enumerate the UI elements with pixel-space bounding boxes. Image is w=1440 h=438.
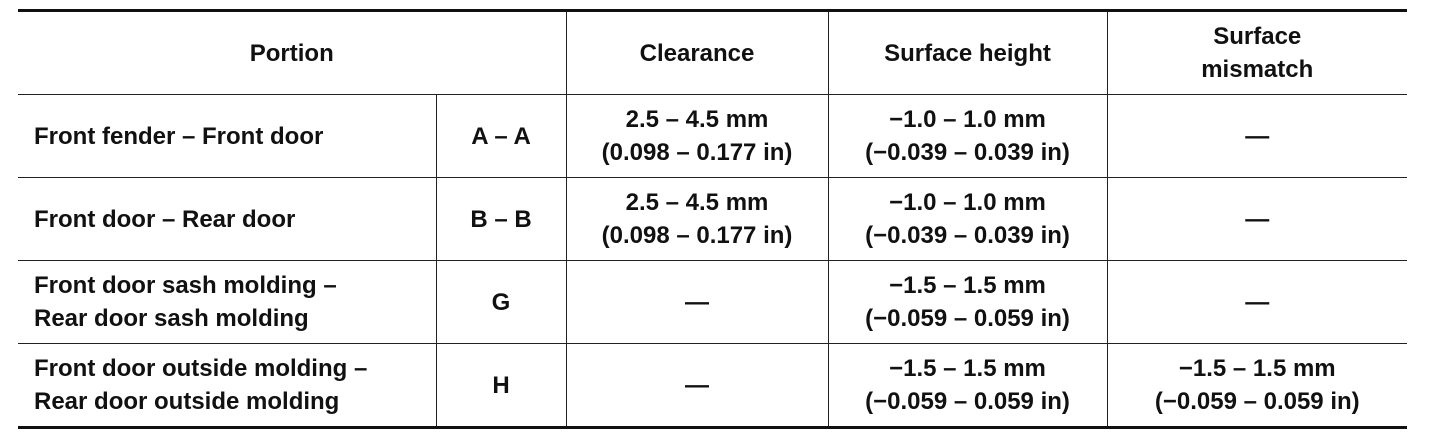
spec-table-container: Portion Clearance Surface height Surface… — [18, 9, 1407, 429]
cell-text: 2.5 – 4.5 mm — [625, 106, 769, 133]
header-cell: Surface height — [827, 9, 1108, 95]
cell-text: (−0.059 – 0.059 in) — [865, 305, 1070, 332]
header-text: mismatch — [1201, 56, 1314, 83]
cell-text: 2.5 – 4.5 mm — [625, 189, 769, 216]
table-cell: H — [435, 343, 567, 429]
cell-text: — — [685, 288, 709, 316]
table-cell: 2.5 – 4.5 mm (0.098 – 0.177 in) — [565, 94, 829, 178]
table-cell: — — [1106, 177, 1407, 261]
table-cell: — — [1106, 260, 1407, 344]
header-cell: Clearance — [565, 9, 829, 95]
cell-text: −1.0 – 1.0 mm — [889, 189, 1046, 216]
cell-text: Front door – Rear door — [34, 205, 296, 233]
table-cell: Front door sash molding – Rear door sash … — [18, 260, 437, 344]
cell-text: (−0.059 – 0.059 in) — [865, 388, 1070, 415]
cell-text: Rear door outside molding — [34, 388, 340, 415]
header-text: Portion — [249, 39, 334, 67]
cell-text: (−0.039 – 0.039 in) — [865, 139, 1070, 166]
table-cell: −1.5 – 1.5 mm (−0.059 – 0.059 in) — [1106, 343, 1407, 429]
cell-text: (0.098 – 0.177 in) — [601, 222, 793, 249]
cell-text: B – B — [470, 205, 532, 233]
cell-text: G — [491, 288, 511, 316]
table-row: Front fender – Front door A – A 2.5 – 4.5 … — [18, 94, 1407, 178]
spec-table: Portion Clearance Surface height Surface… — [18, 9, 1407, 429]
cell-text: H — [492, 371, 510, 399]
cell-text: — — [1245, 288, 1270, 316]
header-text: Clearance — [639, 39, 755, 67]
header-text: Surface — [1213, 23, 1302, 50]
table-row: Front door outside molding – Rear door ou… — [18, 343, 1407, 429]
table-cell: G — [435, 260, 567, 344]
cell-text: (−0.059 – 0.059 in) — [1154, 388, 1360, 415]
cell-text: — — [1245, 122, 1270, 150]
table-cell: — — [565, 260, 829, 344]
table-cell: — — [565, 343, 829, 429]
cell-text: −1.5 – 1.5 mm — [889, 272, 1046, 299]
table-cell: B – B — [435, 177, 567, 261]
table-cell: A – A — [435, 94, 567, 178]
cell-text: — — [1245, 205, 1270, 233]
cell-text: Front door outside molding – — [34, 355, 368, 382]
cell-text: (−0.039 – 0.039 in) — [865, 222, 1070, 249]
cell-text: (0.098 – 0.177 in) — [601, 139, 793, 166]
table-row: Front door – Rear door B – B 2.5 – 4.5 mm (… — [18, 177, 1407, 261]
table-cell: Front door – Rear door — [18, 177, 437, 261]
cell-text: — — [685, 371, 709, 399]
table-cell: −1.0 – 1.0 mm (−0.039 – 0.039 in) — [827, 94, 1108, 178]
header-cell: Surface mismatch — [1106, 9, 1407, 95]
cell-text: Front fender – Front door — [34, 122, 324, 150]
header-cell: Portion — [18, 9, 567, 95]
table-cell: Front fender – Front door — [18, 94, 437, 178]
cell-text: −1.5 – 1.5 mm — [1178, 355, 1336, 382]
cell-text: Front door sash molding – — [34, 272, 337, 299]
table-cell: — — [1106, 94, 1407, 178]
table-cell: −1.5 – 1.5 mm (−0.059 – 0.059 in) — [827, 260, 1108, 344]
table-row: Front door sash molding – Rear door sash … — [18, 260, 1407, 344]
cell-text: −1.0 – 1.0 mm — [889, 106, 1046, 133]
cell-text: A – A — [471, 122, 531, 150]
cell-text: −1.5 – 1.5 mm — [889, 355, 1046, 382]
table-cell: Front door outside molding – Rear door ou… — [18, 343, 437, 429]
table-cell: −1.5 – 1.5 mm (−0.059 – 0.059 in) — [827, 343, 1108, 429]
header-text: Surface height — [884, 39, 1051, 67]
table-cell: 2.5 – 4.5 mm (0.098 – 0.177 in) — [565, 177, 829, 261]
cell-text: Rear door sash molding — [34, 305, 309, 332]
header-row: Portion Clearance Surface height Surface… — [18, 9, 1407, 95]
table-cell: −1.0 – 1.0 mm (−0.039 – 0.039 in) — [827, 177, 1108, 261]
